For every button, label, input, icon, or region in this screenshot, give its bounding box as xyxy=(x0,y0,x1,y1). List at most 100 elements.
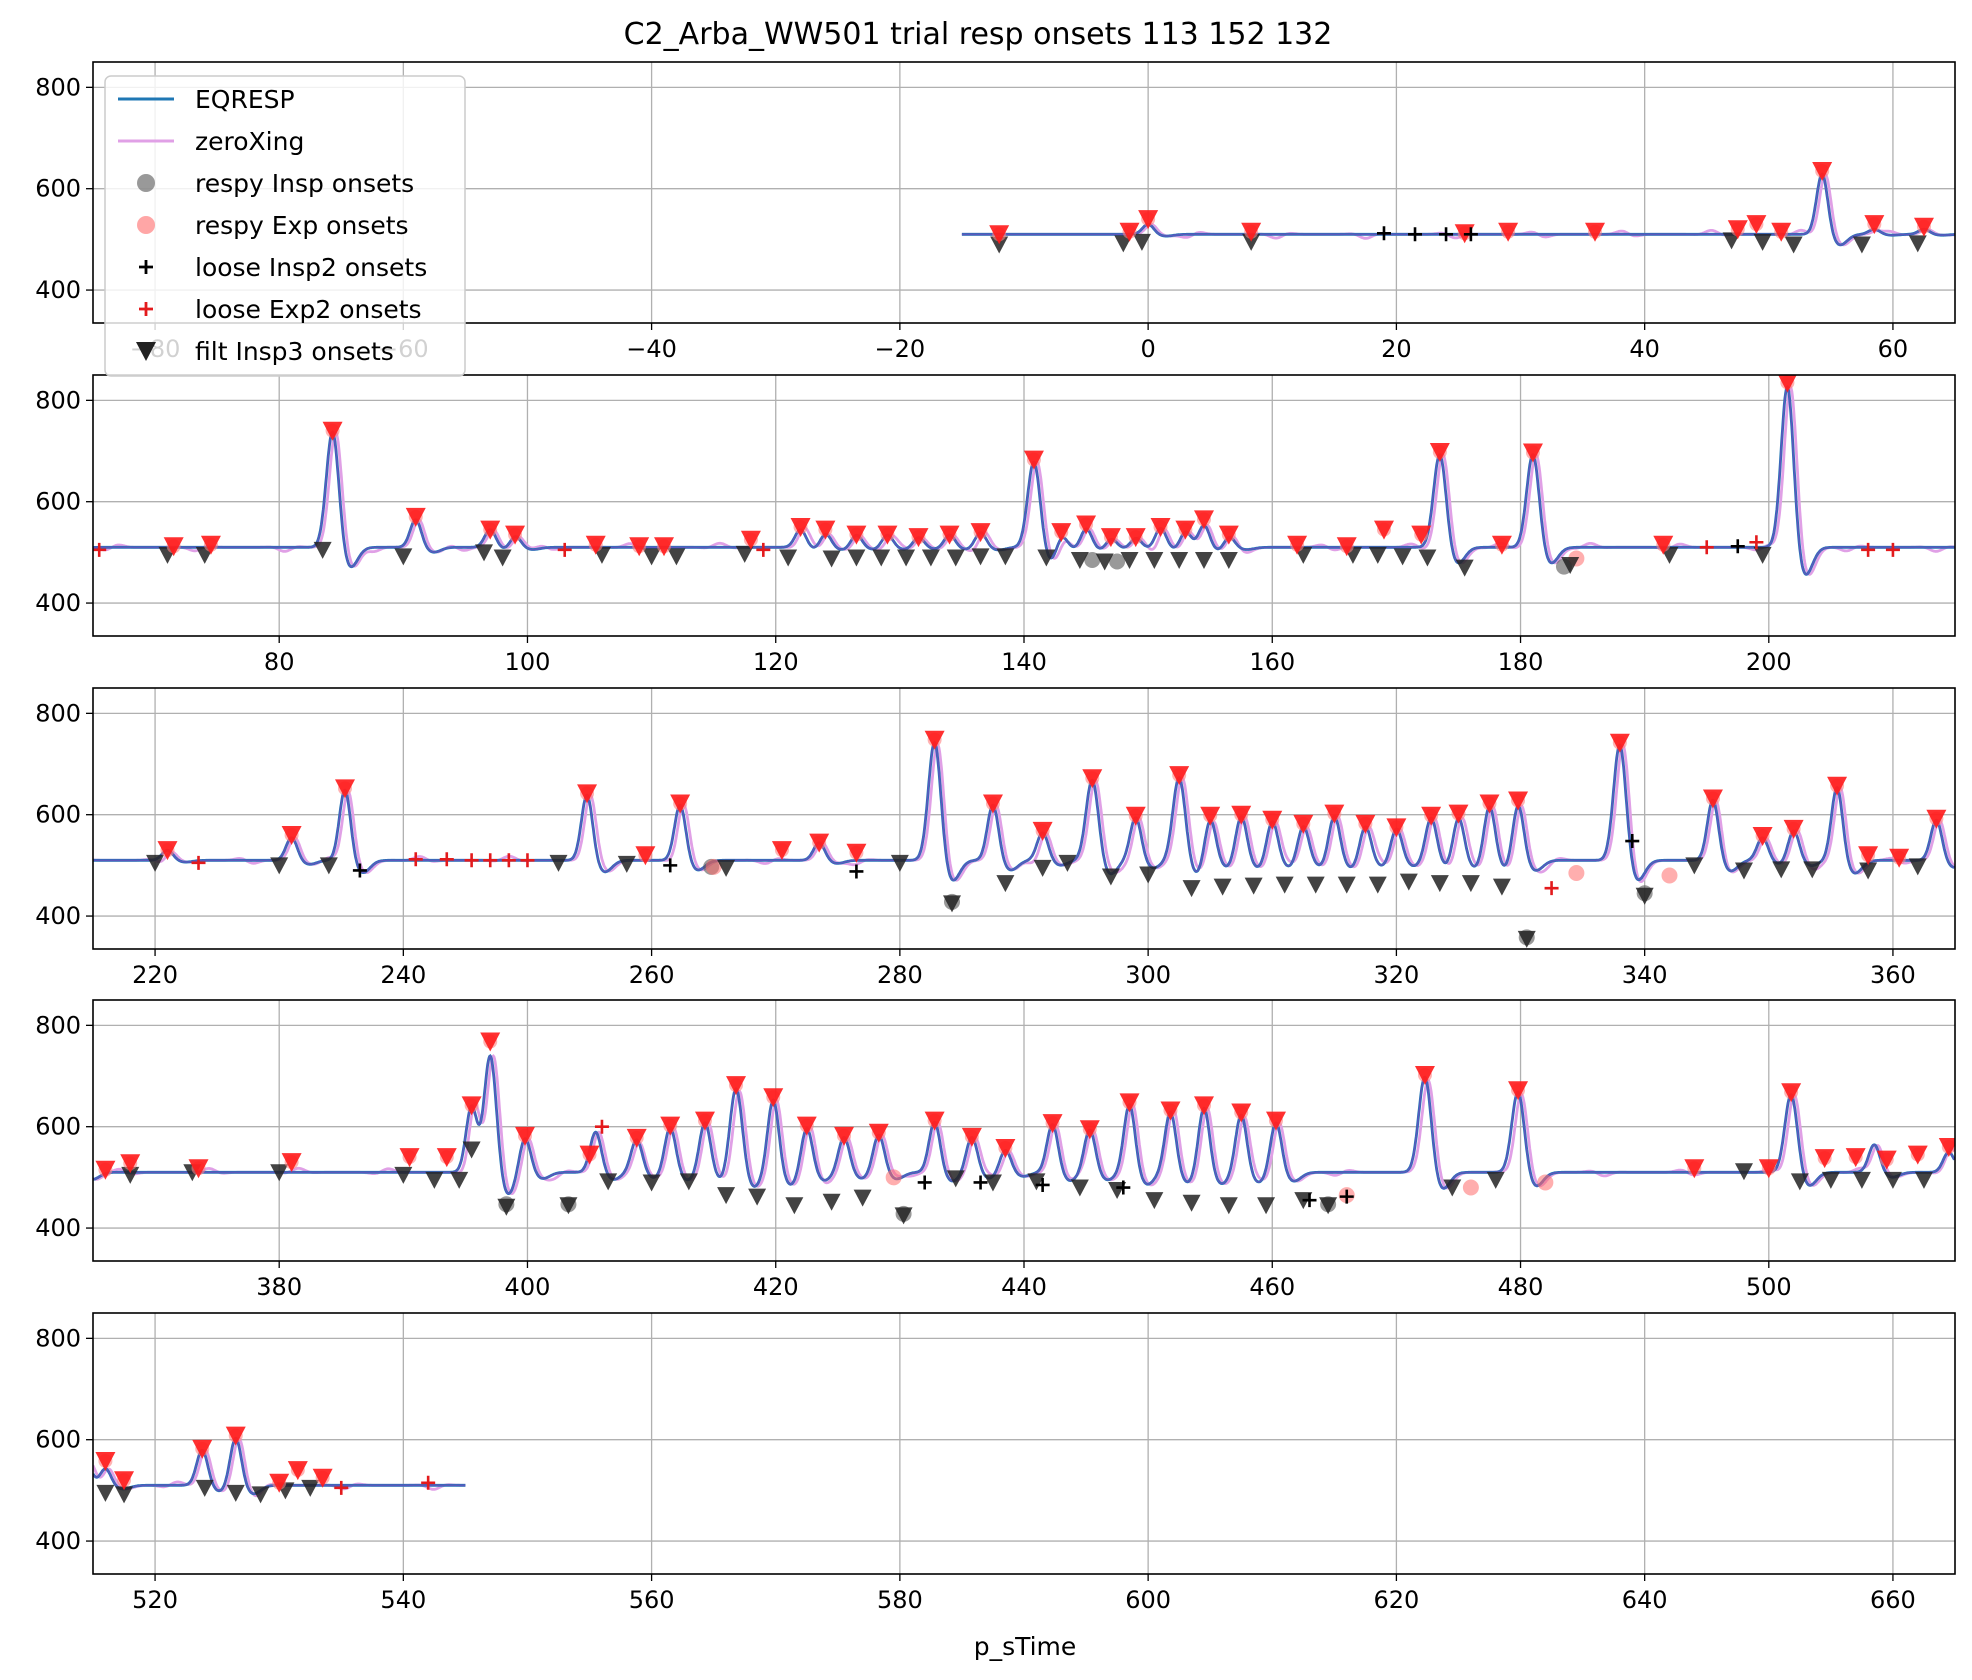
filt-insp3-onset xyxy=(1219,551,1238,569)
filt-insp3-onset xyxy=(270,857,289,875)
filt-insp3-onset xyxy=(1368,876,1387,894)
filt-exp3-onset xyxy=(877,525,898,545)
filt-insp3-onset xyxy=(394,548,413,566)
x-tick-label: 580 xyxy=(877,1586,923,1614)
filt-exp3-onset xyxy=(1200,806,1221,826)
x-tick-label: 660 xyxy=(1870,1586,1916,1614)
filt-insp3-onset xyxy=(822,1193,841,1211)
filt-exp3-onset xyxy=(120,1154,141,1174)
filt-exp3-onset xyxy=(95,1160,116,1180)
filt-exp3-onset xyxy=(740,530,761,550)
filt-insp3-onset xyxy=(996,875,1015,893)
y-tick-label: 800 xyxy=(35,1324,81,1352)
filt-exp3-onset xyxy=(939,525,960,545)
filt-exp3-onset xyxy=(989,225,1010,245)
legend-label: loose Insp2 onsets xyxy=(195,253,427,282)
filt-exp3-onset xyxy=(1324,804,1345,824)
filt-exp3-onset xyxy=(924,730,945,750)
legend-plus-swatch xyxy=(139,302,153,316)
eqresp-overlay-line xyxy=(93,741,1955,881)
loose-insp2-onset xyxy=(1408,227,1423,242)
filt-insp3-onset xyxy=(1368,546,1387,564)
x-tick-label: 240 xyxy=(380,961,426,989)
filt-exp3-onset xyxy=(163,537,184,557)
x-tick-label: 640 xyxy=(1622,1586,1668,1614)
filt-insp3-onset xyxy=(1753,546,1772,564)
filt-exp3-onset xyxy=(660,1116,681,1136)
filt-insp3-onset xyxy=(1145,551,1164,569)
filt-exp3-onset xyxy=(868,1123,889,1143)
filt-insp3-onset xyxy=(1058,854,1077,872)
loose-insp2-onset xyxy=(1339,1189,1354,1204)
filt-exp3-onset xyxy=(1218,525,1239,545)
filt-insp3-onset xyxy=(1219,1197,1238,1215)
filt-insp3-onset xyxy=(1027,1173,1046,1191)
filt-insp3-onset xyxy=(1033,859,1052,877)
filt-insp3-onset xyxy=(226,1484,245,1502)
filt-exp3-onset xyxy=(1082,769,1103,789)
filt-insp3-onset xyxy=(779,549,798,567)
filt-insp3-onset xyxy=(1319,1197,1338,1215)
filt-exp3-onset xyxy=(1231,1103,1252,1123)
filt-exp3-onset xyxy=(1827,776,1848,796)
filt-exp3-onset xyxy=(1771,222,1792,242)
loose-insp2-onset xyxy=(1116,1180,1131,1195)
loose-exp2-onset xyxy=(1749,535,1764,550)
x-tick-label: −40 xyxy=(626,335,677,363)
y-tick-label: 400 xyxy=(35,1214,81,1242)
filt-exp3-onset xyxy=(1864,215,1885,235)
filt-exp3-onset xyxy=(771,841,792,861)
filt-insp3-onset xyxy=(1139,866,1158,884)
filt-exp3-onset xyxy=(796,1116,817,1136)
x-tick-label: 0 xyxy=(1140,335,1155,363)
loose-exp2-onset xyxy=(334,1480,349,1495)
y-tick-label: 600 xyxy=(35,175,81,203)
x-tick-label: 540 xyxy=(380,1586,426,1614)
panel-4: 380 400 420 440 460 480 500 400 600 800 xyxy=(35,999,1956,1301)
filt-insp3-onset xyxy=(1145,1192,1164,1210)
filt-exp3-onset xyxy=(1125,528,1146,548)
filt-insp3-onset xyxy=(1120,551,1139,569)
legend-triangle-swatch xyxy=(136,342,156,361)
panel-frame xyxy=(92,687,1956,950)
filt-exp3-onset xyxy=(1175,520,1196,540)
filt-insp3-onset xyxy=(847,549,866,567)
filt-insp3-onset xyxy=(1418,549,1437,567)
filt-insp3-onset xyxy=(946,1170,965,1188)
filt-exp3-onset xyxy=(626,1128,647,1148)
loose-exp2-onset xyxy=(464,853,479,868)
filt-exp3-onset xyxy=(1262,810,1283,830)
filt-insp3-onset xyxy=(943,895,962,913)
filt-insp3-onset xyxy=(946,549,965,567)
filt-exp3-onset xyxy=(1023,450,1044,470)
respy-insp-onset xyxy=(1084,551,1101,568)
filt-exp3-onset xyxy=(1609,733,1630,753)
filt-exp3-onset xyxy=(1241,222,1262,242)
filt-insp3-onset xyxy=(1242,233,1261,251)
legend: EQRESP zeroXing respy Insp onsets respy Exp… xyxy=(104,75,466,377)
x-tick-label: 260 xyxy=(629,961,675,989)
filt-insp3-onset xyxy=(1753,233,1772,251)
filt-insp3-onset xyxy=(1132,233,1151,251)
filt-exp3-onset xyxy=(1758,1159,1779,1179)
x-tick-label: 380 xyxy=(256,1273,302,1301)
x-tick-label: 340 xyxy=(1622,961,1668,989)
filt-exp3-onset xyxy=(1160,1101,1181,1121)
filt-insp3-onset xyxy=(450,1171,469,1189)
x-tick-label: 160 xyxy=(1249,648,1295,676)
filt-insp3-onset xyxy=(1734,1163,1753,1181)
loose-exp2-onset xyxy=(557,542,572,557)
filt-exp3-onset xyxy=(514,1126,535,1146)
panel-3: 220 240 260 280 300 320 340 360 400 600 800 xyxy=(35,687,1956,989)
filt-insp3-onset xyxy=(1883,1171,1902,1189)
filt-insp3-onset xyxy=(1114,235,1133,253)
filt-exp3-onset xyxy=(1336,537,1357,557)
filt-exp3-onset xyxy=(635,846,656,866)
legend-label: zeroXing xyxy=(195,127,304,156)
filt-insp3-onset xyxy=(822,550,841,568)
filt-exp3-onset xyxy=(334,779,355,799)
filt-exp3-onset xyxy=(726,1076,747,1096)
y-tick-label: 400 xyxy=(35,902,81,930)
filt-exp3-onset xyxy=(1814,1149,1835,1169)
